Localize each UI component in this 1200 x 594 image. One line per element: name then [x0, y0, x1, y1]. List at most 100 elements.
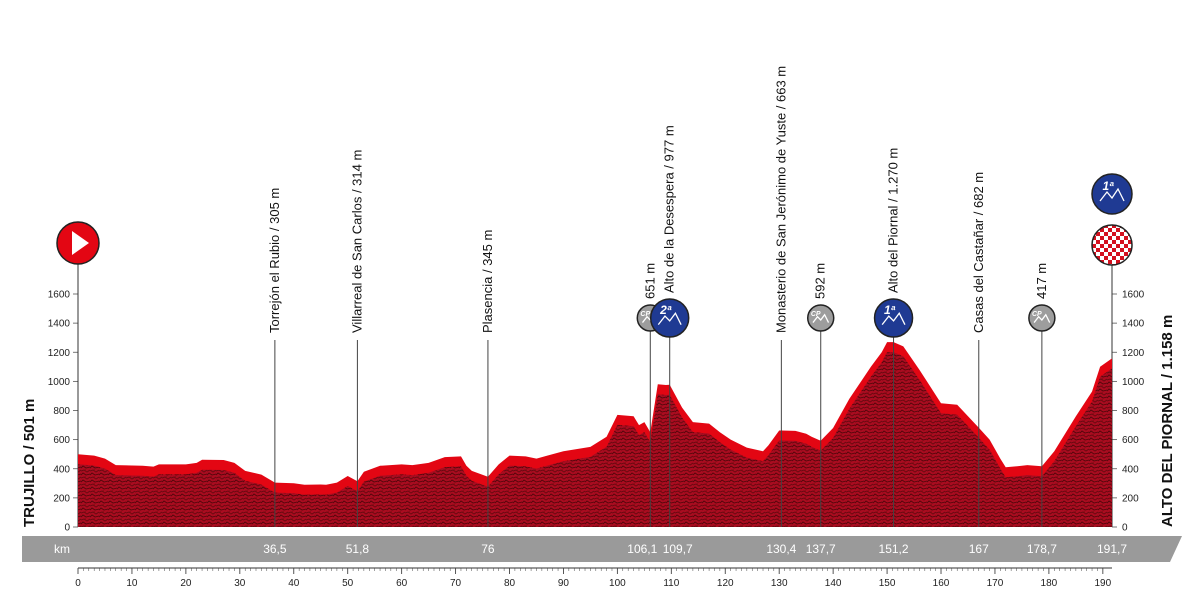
x-axis: 0 10 20 30 40 50 60 70 80 90 100 110 120 130 140 150 160… — [75, 567, 1112, 589]
profile-terrain — [78, 352, 1112, 527]
km-band-value: 178,7 — [1027, 542, 1057, 556]
y-tick-label-left: 600 — [53, 435, 70, 446]
x-tick-label: 10 — [126, 578, 138, 589]
x-tick-label: 190 — [1094, 578, 1111, 589]
x-tick-label: 70 — [450, 578, 462, 589]
x-tick-label: 90 — [558, 578, 570, 589]
badge-text: 1ª — [884, 303, 896, 317]
marker-label: 417 m — [1034, 263, 1049, 299]
km-band-value: 106,1 — [627, 542, 657, 556]
marker-4: 2ª Alto de la Desespera / 977 m — [649, 125, 690, 527]
marker-label: Plasencia / 345 m — [480, 230, 495, 333]
x-tick-label: 130 — [771, 578, 788, 589]
mountain-icon — [1033, 313, 1051, 323]
x-tick-label: 20 — [180, 578, 192, 589]
marker-6: CP 592 m — [806, 263, 835, 527]
badge-text: CP — [640, 311, 650, 318]
x-tick-label: 0 — [75, 578, 81, 589]
category-badge — [649, 298, 690, 338]
km-band-value: 191,7 — [1097, 542, 1127, 556]
category-badge — [873, 298, 914, 338]
y-tick-label-right: 1400 — [1122, 319, 1145, 330]
y-tick-label-left: 0 — [64, 523, 70, 534]
start-town-label: TRUJILLO / 501 m — [21, 399, 38, 527]
x-tick-label: 50 — [342, 578, 354, 589]
km-band-value: 36,5 — [263, 542, 287, 556]
x-tick-label: 30 — [234, 578, 246, 589]
checkpoint-badge — [1028, 304, 1056, 332]
y-tick-label-left: 400 — [53, 464, 70, 475]
y-tick-label-left: 1200 — [48, 348, 71, 359]
y-tick-label-left: 1000 — [48, 377, 71, 388]
y-tick-label-left: 800 — [53, 406, 70, 417]
x-tick-label: 160 — [933, 578, 950, 589]
y-axis-left: 0 200 400 600 800 1000 1200 1400 1600 TRUJILLO / … — [21, 255, 79, 534]
km-band-value: 167 — [969, 542, 989, 556]
marker-label: Villarreal de San Carlos / 314 m — [349, 150, 364, 333]
finish-badge-text: 1ª — [1102, 179, 1114, 193]
x-tick-label: 180 — [1041, 578, 1058, 589]
play-triangle — [72, 231, 89, 255]
mountain-icon — [1099, 187, 1125, 202]
marker-label: Torrejón el Rubio / 305 m — [267, 188, 282, 333]
x-tick-label: 170 — [987, 578, 1004, 589]
x-tick-label: 120 — [717, 578, 734, 589]
marker-label: Casas del Castañar / 682 m — [971, 172, 986, 333]
mountain-icon — [812, 313, 830, 323]
y-tick-label-right: 1600 — [1122, 290, 1145, 301]
marker-label: 651 m — [642, 263, 657, 299]
y-tick-label-right: 1200 — [1122, 348, 1145, 359]
y-tick-label-right: 600 — [1122, 435, 1139, 446]
km-band-value: 109,7 — [663, 542, 693, 556]
km-band-title: km — [54, 542, 70, 556]
km-band-value: 137,7 — [806, 542, 836, 556]
x-tick-label: 80 — [504, 578, 516, 589]
marker-label: 592 m — [813, 263, 828, 299]
x-tick-label: 40 — [288, 578, 300, 589]
profile-shade — [78, 352, 1112, 527]
marker-0: Torrejón el Rubio / 305 m — [267, 188, 282, 527]
y-tick-label-right: 800 — [1122, 406, 1139, 417]
marker-2: Plasencia / 345 m — [480, 230, 495, 527]
finish-town-label: ALTO DEL PIORNAL / 1.158 m — [1159, 315, 1176, 527]
x-tick-label: 140 — [825, 578, 842, 589]
y-tick-label-right: 400 — [1122, 464, 1139, 475]
x-tick-label: 150 — [879, 578, 896, 589]
y-axis-right: 0 200 400 600 800 1000 1200 1400 1600 ALTO DEL PI… — [1111, 265, 1176, 534]
km-band-bg — [22, 536, 1182, 562]
x-tick-label: 110 — [663, 578, 679, 589]
point-markers: Torrejón el Rubio / 305 m Villarreal de S… — [267, 66, 1056, 527]
marker-7: 1ª Alto del Piornal / 1.270 m — [873, 148, 914, 527]
marker-9: CP 417 m — [1028, 263, 1056, 527]
y-tick-label-right: 0 — [1122, 523, 1128, 534]
marker-5: Monasterio de San Jerónimo de Yuste / 66… — [773, 66, 788, 527]
marker-1: Villarreal de San Carlos / 314 m — [349, 150, 364, 527]
finish-category-badge — [1091, 173, 1133, 215]
x-tick-label: 100 — [609, 578, 626, 589]
km-band-value: 130,4 — [766, 542, 796, 556]
km-band-value: 151,2 — [879, 542, 909, 556]
badge-text: 2ª — [659, 303, 672, 317]
checkered-flag-icon — [1091, 224, 1133, 266]
y-tick-label-right: 1000 — [1122, 377, 1145, 388]
marker-8: Casas del Castañar / 682 m — [971, 172, 986, 527]
y-tick-label-left: 1600 — [48, 290, 71, 301]
km-band-value: 76 — [481, 542, 495, 556]
km-band-value: 51,8 — [346, 542, 370, 556]
marker-label: Alto de la Desespera / 977 m — [662, 125, 677, 293]
mountain-icon — [657, 312, 682, 326]
mountain-icon — [881, 312, 906, 326]
marker-label: Alto del Piornal / 1.270 m — [886, 148, 901, 293]
marker-label: Monasterio de San Jerónimo de Yuste / 66… — [773, 66, 788, 333]
km-band: km 36,5 51,8 76 106,1 109,7 130,4 137,7 151,2 167… — [22, 536, 1182, 562]
y-tick-label-left: 200 — [53, 493, 70, 504]
y-tick-label-right: 200 — [1122, 493, 1139, 504]
badge-text: CP — [811, 311, 821, 318]
elevation-profile — [78, 342, 1112, 527]
x-tick-label: 60 — [396, 578, 408, 589]
checkpoint-badge — [806, 304, 835, 332]
start-finish: 1ª — [56, 173, 1133, 266]
y-tick-label-left: 1400 — [48, 319, 71, 330]
badge-text: CP — [1032, 311, 1042, 318]
